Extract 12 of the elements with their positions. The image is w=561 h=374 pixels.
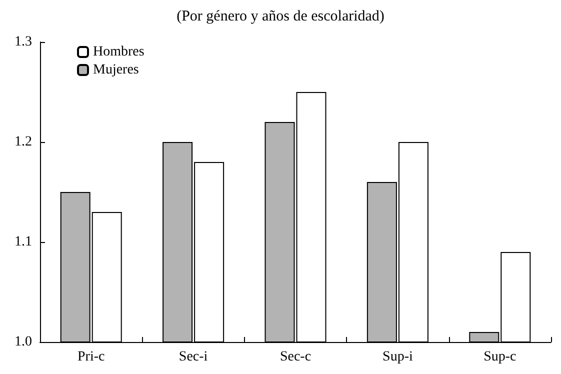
x-tick-label: Sec-c: [280, 350, 312, 364]
y-tick-label: 1.1: [14, 234, 32, 250]
x-tick-label: Pri-c: [77, 350, 105, 364]
x-tick-label: Sup-c: [484, 350, 516, 364]
x-tick-label: Sec-i: [178, 350, 208, 364]
y-tick-label: 1.0: [14, 334, 32, 350]
y-tick-label: 1.3: [14, 34, 32, 50]
legend-label: Mujeres: [93, 62, 139, 78]
y-tick-label: 1.2: [14, 134, 32, 150]
chart-title: (Por género y años de escolaridad): [176, 8, 384, 24]
x-tick-label: Sup-i: [382, 350, 413, 364]
legend-label: Hombres: [93, 44, 144, 60]
